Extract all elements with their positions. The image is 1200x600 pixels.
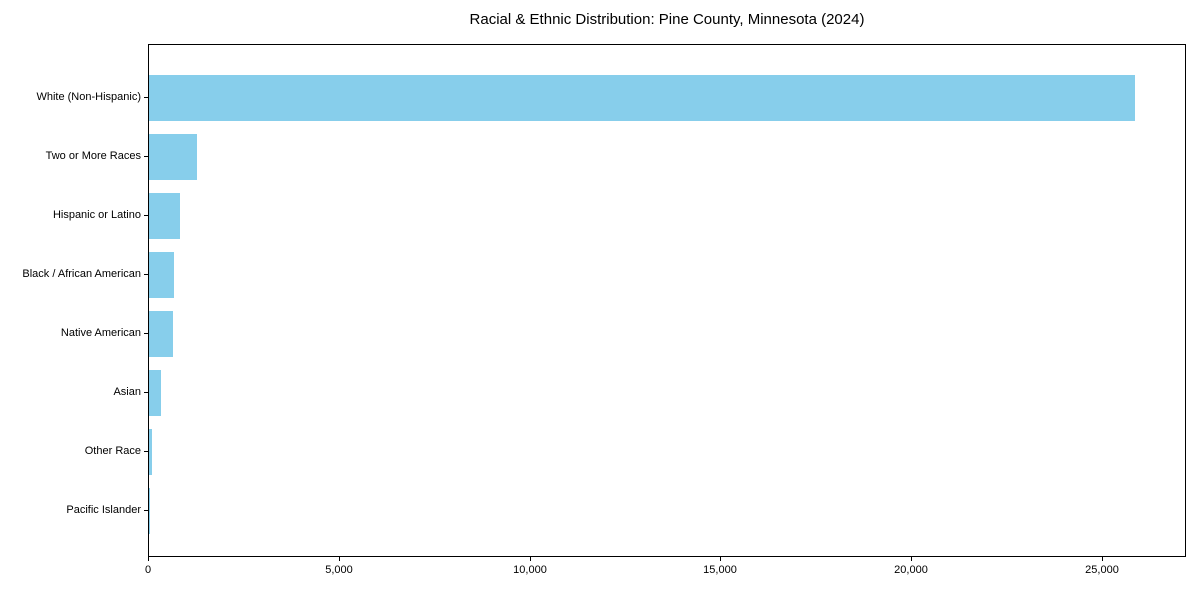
chart-title: Racial & Ethnic Distribution: Pine Count… [469, 11, 865, 28]
x-tick-label: 0 [144, 564, 152, 576]
y-tick-mark [144, 156, 148, 157]
y-tick-mark [144, 97, 148, 98]
bar [149, 252, 175, 298]
x-tick-label: 5,000 [325, 564, 353, 576]
y-tick-label: Black / African American [22, 268, 141, 280]
y-tick-mark [144, 215, 148, 216]
x-tick-label: 25,000 [1085, 564, 1119, 576]
y-tick-label: Asian [113, 386, 141, 398]
x-tick-label: 15,000 [703, 564, 737, 576]
y-tick-mark [144, 274, 148, 275]
y-tick-mark [144, 451, 148, 452]
x-tick-mark [148, 557, 149, 561]
plot-area [148, 44, 1186, 557]
bar [149, 75, 1136, 121]
bar [149, 311, 173, 357]
x-tick-mark [911, 557, 912, 561]
x-tick-mark [339, 557, 340, 561]
x-tick-label: 10,000 [513, 564, 547, 576]
x-tick-mark [720, 557, 721, 561]
y-tick-label: Pacific Islander [66, 504, 141, 516]
bar [149, 429, 153, 475]
y-tick-mark [144, 510, 148, 511]
y-tick-label: Hispanic or Latino [52, 209, 141, 221]
y-tick-label: Native American [60, 327, 141, 339]
x-tick-mark [530, 557, 531, 561]
y-tick-label: White (Non-Hispanic) [36, 91, 141, 103]
x-tick-mark [1102, 557, 1103, 561]
y-tick-mark [144, 392, 148, 393]
y-tick-label: Two or More Races [45, 150, 141, 162]
bar [149, 193, 180, 239]
x-tick-label: 20,000 [894, 564, 928, 576]
y-tick-label: Other Race [84, 445, 141, 457]
bar [149, 134, 197, 180]
y-tick-mark [144, 333, 148, 334]
bar [149, 370, 161, 416]
